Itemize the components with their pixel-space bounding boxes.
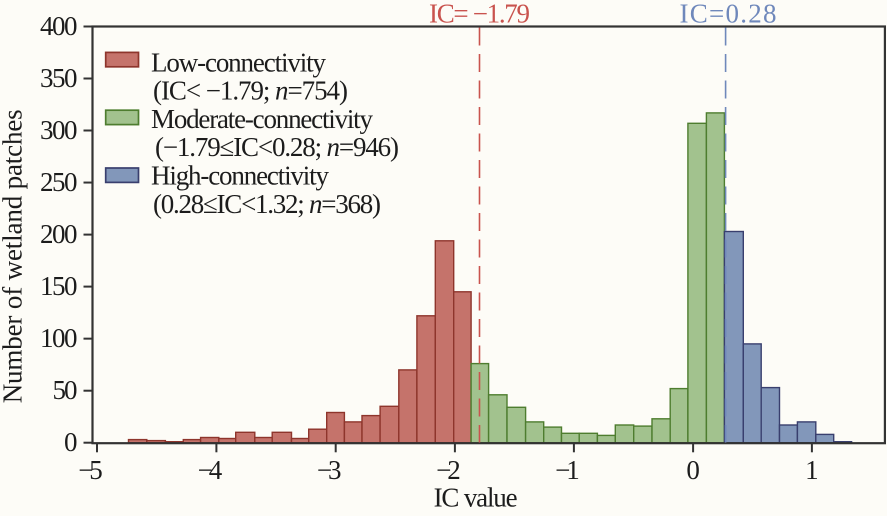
svg-text:−5: −5 [78, 455, 103, 485]
svg-text:(0.28≤IC<1.32; n=368): (0.28≤IC<1.32; n=368) [153, 189, 381, 219]
svg-text:High-connectivity: High-connectivity [151, 161, 330, 191]
svg-text:−2: −2 [436, 455, 461, 485]
svg-text:0: 0 [64, 427, 78, 457]
svg-text:200: 200 [40, 219, 78, 249]
svg-text:(IC< −1.79; n=754): (IC< −1.79; n=754) [153, 76, 348, 106]
svg-text:1: 1 [805, 455, 819, 485]
svg-text:400: 400 [40, 11, 78, 41]
svg-text:50: 50 [53, 375, 78, 405]
svg-text:0: 0 [686, 455, 700, 485]
svg-text:IC= −1.79: IC= −1.79 [429, 0, 530, 29]
svg-text:350: 350 [40, 63, 78, 93]
svg-text:150: 150 [40, 271, 78, 301]
svg-text:−3: −3 [317, 455, 342, 485]
svg-text:250: 250 [40, 167, 78, 197]
svg-text:IC value: IC value [434, 483, 518, 513]
svg-text:(−1.79≤IC<0.28; n=946): (−1.79≤IC<0.28; n=946) [155, 132, 399, 162]
svg-text:−4: −4 [198, 455, 223, 485]
svg-text:−1: −1 [555, 455, 580, 485]
svg-text:Number of wetland patches: Number of wetland patches [0, 109, 28, 403]
svg-text:Moderate-connectivity: Moderate-connectivity [151, 104, 374, 134]
svg-text:Low-connectivity: Low-connectivity [151, 47, 327, 77]
svg-text:100: 100 [40, 323, 78, 353]
svg-text:IC=0.28: IC=0.28 [680, 0, 777, 29]
svg-text:300: 300 [40, 115, 78, 145]
